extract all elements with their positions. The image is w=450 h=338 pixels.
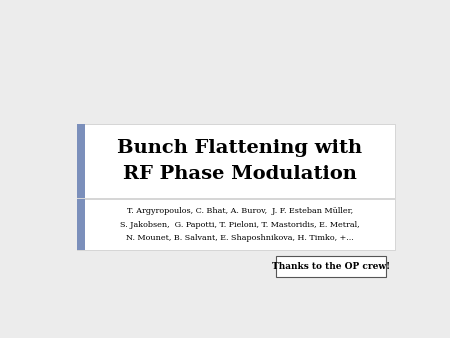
FancyBboxPatch shape	[276, 256, 386, 277]
FancyBboxPatch shape	[77, 199, 395, 250]
Text: Thanks to the OP crew!: Thanks to the OP crew!	[272, 262, 390, 271]
Text: S. Jakobsen,  G. Papotti, T. Pieloni, T. Mastoridis, E. Metral,: S. Jakobsen, G. Papotti, T. Pieloni, T. …	[120, 221, 360, 229]
Text: T. Argyropoulos, C. Bhat, A. Burov,  J. F. Esteban Müller,: T. Argyropoulos, C. Bhat, A. Burov, J. F…	[126, 208, 353, 216]
Text: RF Phase Modulation: RF Phase Modulation	[123, 166, 357, 184]
Text: N. Mounet, B. Salvant, E. Shaposhnikova, H. Timko, +...: N. Mounet, B. Salvant, E. Shaposhnikova,…	[126, 234, 354, 242]
FancyBboxPatch shape	[77, 124, 395, 198]
Text: Bunch Flattening with: Bunch Flattening with	[117, 140, 362, 158]
Bar	[77, 199, 85, 250]
Bar	[77, 124, 85, 198]
